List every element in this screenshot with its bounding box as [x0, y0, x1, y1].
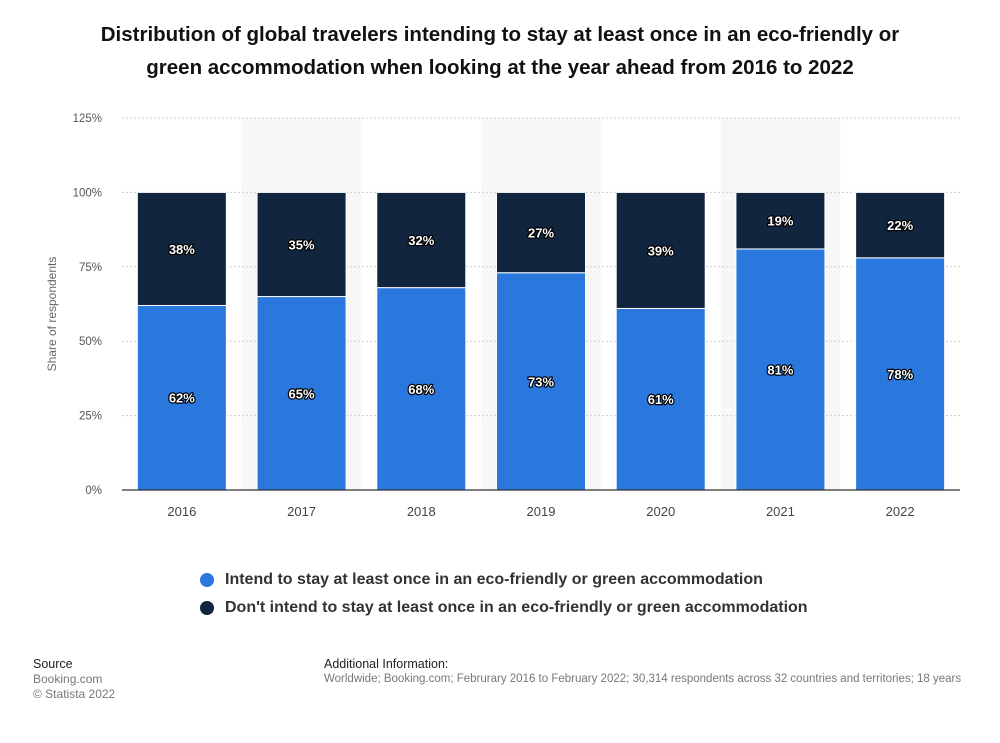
bar-dont — [615, 191, 706, 309]
x-tick-label: 2021 — [766, 504, 795, 519]
data-label-intend: 68% — [408, 382, 434, 397]
bar-dont — [136, 191, 227, 306]
bar-dont — [376, 191, 467, 289]
bar-dont — [256, 191, 347, 298]
data-label-dont: 27% — [528, 226, 554, 241]
x-tick-label: 2017 — [287, 504, 316, 519]
bar-intend — [615, 307, 706, 491]
legend-marker-intend-icon — [200, 573, 214, 587]
data-label-intend: 61% — [648, 392, 674, 407]
bar-dont — [735, 191, 826, 250]
y-tick-label: 75% — [79, 262, 102, 274]
additional-info-text: Worldwide; Booking.com; Februrary 2016 t… — [324, 673, 962, 685]
y-axis-title: Share of respondents — [45, 257, 59, 372]
y-tick-label: 25% — [79, 411, 102, 423]
chart-legend: Intend to stay at least once in an eco-f… — [200, 566, 808, 622]
bar-intend — [256, 296, 347, 491]
source-name[interactable]: Booking.com — [33, 672, 103, 686]
data-label-dont: 22% — [887, 218, 913, 233]
chart-title-line-2: green accommodation when looking at the … — [146, 56, 854, 79]
source-header: Source — [33, 657, 73, 671]
y-tick-label: 125% — [73, 113, 102, 125]
data-label-dont: 32% — [408, 233, 434, 248]
y-tick-label: 100% — [73, 187, 102, 199]
x-tick-label: 2020 — [646, 504, 675, 519]
bar-intend — [735, 248, 826, 491]
data-label-intend: 65% — [289, 386, 315, 401]
legend-label-intend: Intend to stay at least once in an eco-f… — [225, 571, 763, 588]
y-tick-label: 50% — [79, 336, 102, 348]
legend-label-dont: Don't intend to stay at least once in an… — [225, 599, 808, 616]
data-label-dont: 19% — [767, 214, 793, 229]
stacked-bar-chart: 0% 25% 50% 75% 100% 125% Share of respondents 6… — [45, 113, 960, 519]
bar-dont — [496, 191, 586, 274]
x-tick-label: 2016 — [167, 504, 196, 519]
chart-title: Distribution of global travelers intendi… — [40, 18, 960, 84]
data-label-dont: 39% — [648, 243, 674, 258]
y-tick-label: 0% — [85, 485, 102, 497]
x-tick-label: 2019 — [527, 504, 556, 519]
footer-source: Source Booking.com © Statista 2022 — [33, 657, 115, 702]
x-tick-label: 2018 — [407, 504, 436, 519]
data-label-intend: 78% — [887, 367, 913, 382]
bar-intend — [136, 304, 227, 491]
data-label-intend: 73% — [528, 374, 554, 389]
legend-item-intend[interactable]: Intend to stay at least once in an eco-f… — [200, 566, 808, 594]
legend-marker-dont-icon — [200, 601, 214, 615]
data-label-dont: 35% — [289, 237, 315, 252]
footer-additional-info: Additional Information: Worldwide; Booki… — [324, 657, 961, 687]
additional-info-header: Additional Information: — [324, 657, 449, 671]
bar-intend — [496, 272, 586, 491]
bar-intend — [376, 287, 467, 491]
data-label-dont: 38% — [169, 242, 195, 257]
legend-item-dont[interactable]: Don't intend to stay at least once in an… — [200, 594, 808, 622]
chart-title-line-1: Distribution of global travelers intendi… — [100, 23, 900, 46]
x-tick-label: 2022 — [886, 504, 915, 519]
copyright: © Statista 2022 — [33, 687, 116, 701]
data-label-intend: 81% — [767, 362, 793, 377]
data-label-intend: 62% — [169, 391, 195, 406]
bar-dont — [855, 191, 946, 259]
bar-intend — [855, 257, 946, 491]
